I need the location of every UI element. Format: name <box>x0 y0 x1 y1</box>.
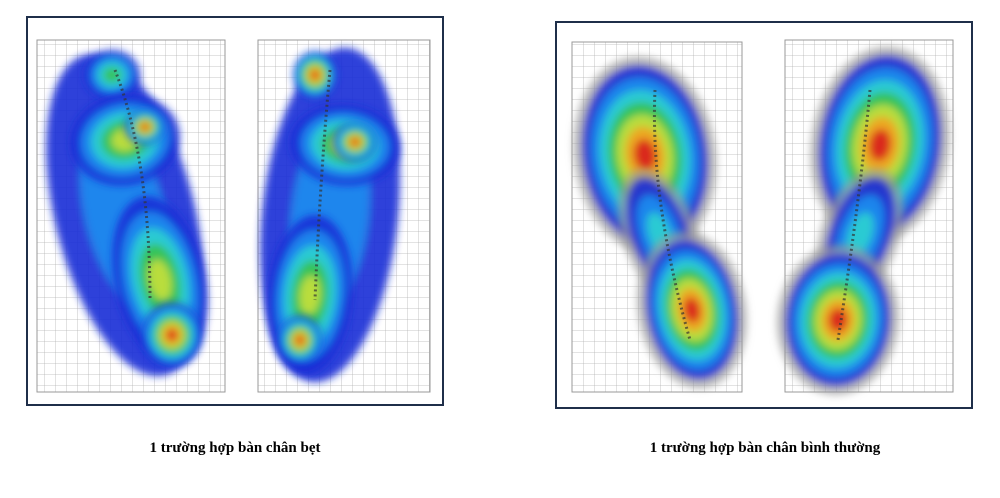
pressure-level <box>296 335 304 345</box>
pressure-blob <box>637 231 747 389</box>
pressure-trail <box>313 69 332 301</box>
pressure-blob <box>84 50 140 100</box>
pressure-level <box>869 129 891 161</box>
pressure-level <box>846 212 874 258</box>
pressure-level <box>166 329 178 341</box>
pressure-level <box>633 139 657 171</box>
pressure-level <box>148 259 172 301</box>
pressure-blob <box>333 122 377 162</box>
caption: 1 trường hợp bàn chân bẹt <box>149 440 320 456</box>
pressure-level <box>351 138 359 146</box>
pressure-level <box>311 70 319 80</box>
pressure-trail <box>113 69 152 301</box>
pressure-blob <box>776 245 900 395</box>
pressure-level <box>141 123 149 131</box>
pressure-level <box>683 297 701 323</box>
pressure-blob <box>278 316 322 364</box>
pressure-blob <box>142 303 202 367</box>
pressure-blob <box>293 51 337 99</box>
pressure-blob <box>125 109 165 145</box>
pressure-maps <box>46 46 950 395</box>
caption: 1 trường hợp bàn chân bình thường <box>650 440 881 456</box>
